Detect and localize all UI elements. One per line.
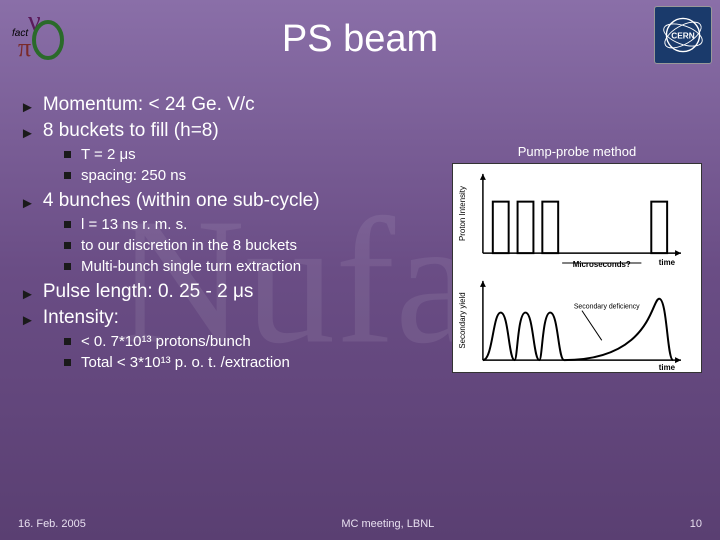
sub-text: T = 2 μs	[81, 144, 136, 165]
svg-text:time: time	[659, 258, 676, 267]
square-icon	[64, 151, 71, 158]
footer-page: 10	[690, 518, 702, 530]
arrow-icon: ►	[20, 99, 35, 116]
sub-text: spacing: 250 ns	[81, 165, 186, 186]
sub-text: Multi-bunch single turn extraction	[81, 256, 301, 277]
svg-text:Microseconds?: Microseconds?	[573, 260, 631, 269]
footer: 16. Feb. 2005 MC meeting, LBNL 10	[0, 518, 720, 530]
pump-probe-figure: Pump-probe method Proton Intensity time Mi…	[452, 144, 702, 373]
svg-text:Proton Intensity: Proton Intensity	[458, 186, 467, 241]
arrow-icon: ►	[20, 286, 35, 303]
square-icon	[64, 221, 71, 228]
sub-text: to our discretion in the 8 buckets	[81, 235, 297, 256]
bullet-item: ► 8 buckets to fill (h=8)	[20, 120, 700, 142]
arrow-icon: ►	[20, 125, 35, 142]
bullet-text: Pulse length: 0. 25 - 2 μs	[43, 281, 254, 303]
svg-text:time: time	[659, 363, 676, 372]
cern-logo: CERN	[654, 6, 712, 64]
bullet-text: 8 buckets to fill (h=8)	[43, 120, 219, 142]
footer-venue: MC meeting, LBNL	[341, 518, 434, 530]
bullet-item: ► Momentum: < 24 Ge. V/c	[20, 94, 700, 116]
square-icon	[64, 359, 71, 366]
svg-text:Secondary deficiency: Secondary deficiency	[574, 304, 640, 311]
svg-text:π: π	[18, 33, 31, 62]
figure-box: Proton Intensity time Microseconds? Seconda…	[452, 163, 702, 373]
nufact-logo: fact ν π	[8, 6, 78, 66]
square-icon	[64, 242, 71, 249]
square-icon	[64, 172, 71, 179]
svg-text:Secondary yield: Secondary yield	[458, 292, 467, 348]
footer-date: 16. Feb. 2005	[18, 518, 86, 530]
sub-text: Total < 3*10¹³ p. o. t. /extraction	[81, 352, 290, 373]
svg-text:CERN: CERN	[671, 32, 694, 41]
sub-text: l = 13 ns r. m. s.	[81, 214, 187, 235]
sub-text: < 0. 7*10¹³ protons/bunch	[81, 331, 251, 352]
bullet-text: 4 bunches (within one sub-cycle)	[43, 190, 320, 212]
square-icon	[64, 338, 71, 345]
bullet-text: Intensity:	[43, 307, 119, 329]
arrow-icon: ►	[20, 312, 35, 329]
square-icon	[64, 263, 71, 270]
slide-title: PS beam	[0, 0, 720, 61]
figure-title: Pump-probe method	[452, 144, 702, 159]
arrow-icon: ►	[20, 195, 35, 212]
bullet-text: Momentum: < 24 Ge. V/c	[43, 94, 255, 116]
